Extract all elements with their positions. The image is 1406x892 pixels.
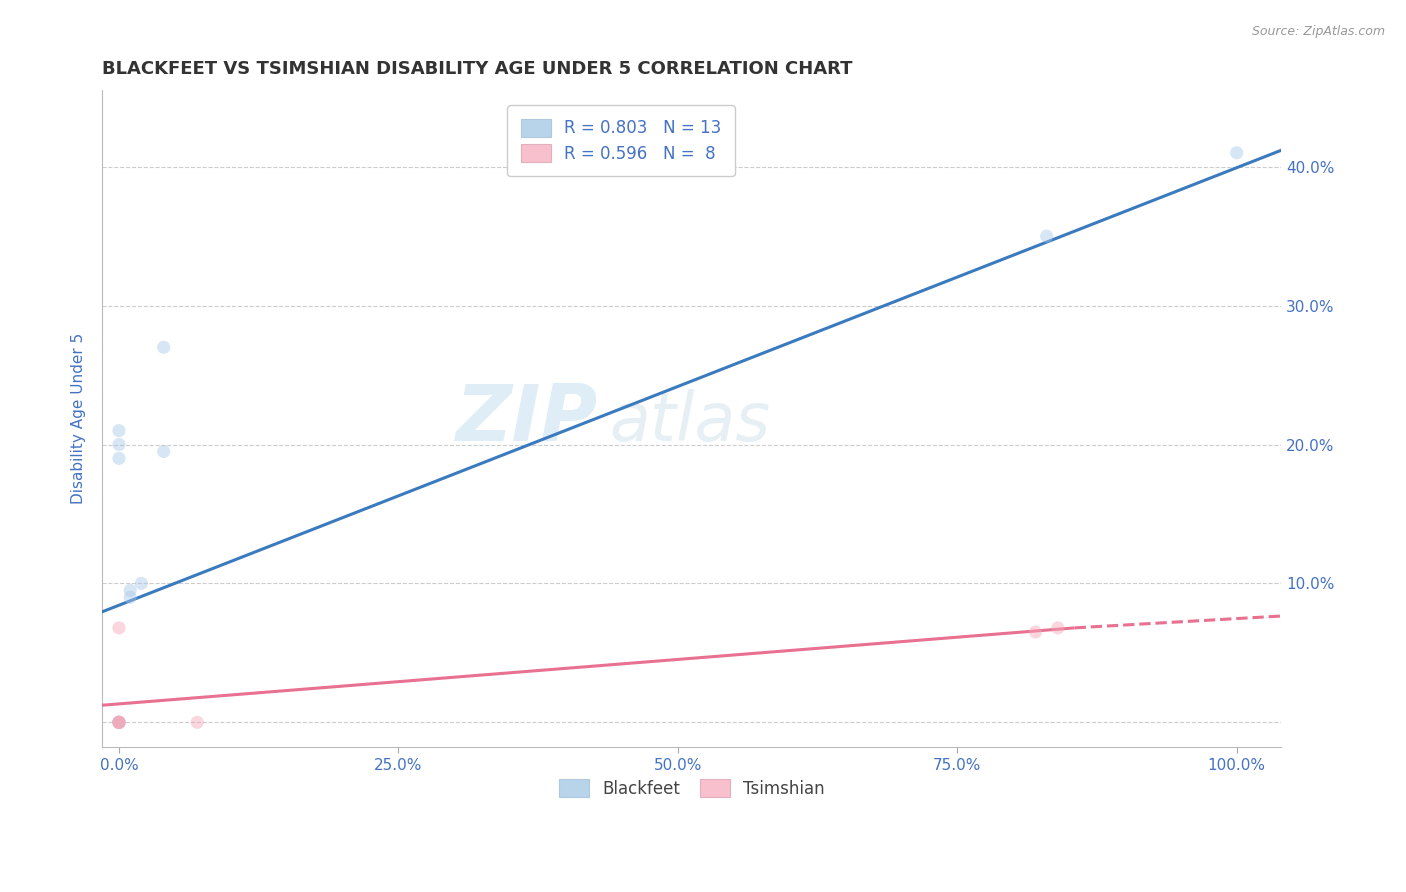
Point [152, 444, 174, 458]
Point [108, 715, 131, 730]
Point [108, 437, 131, 451]
Point [108, 715, 131, 730]
Point [120, 591, 142, 605]
Point [108, 451, 131, 466]
Point [1024, 625, 1046, 640]
Legend: Blackfeet, Tsimshian: Blackfeet, Tsimshian [546, 766, 838, 812]
Text: Source: ZipAtlas.com: Source: ZipAtlas.com [1251, 25, 1385, 38]
Point [108, 715, 131, 730]
Text: ZIP: ZIP [456, 381, 598, 457]
Point [186, 715, 208, 730]
Point [152, 340, 174, 354]
Point [1046, 621, 1069, 635]
Point [108, 621, 131, 635]
Point [108, 715, 131, 730]
Point [120, 583, 142, 598]
Point [1035, 229, 1057, 244]
Y-axis label: Disability Age Under 5: Disability Age Under 5 [72, 334, 86, 505]
Point [108, 715, 131, 730]
Point [108, 424, 131, 438]
Point [108, 715, 131, 730]
Text: BLACKFEET VS TSIMSHIAN DISABILITY AGE UNDER 5 CORRELATION CHART: BLACKFEET VS TSIMSHIAN DISABILITY AGE UN… [103, 60, 852, 78]
Text: atlas: atlas [609, 389, 770, 455]
Point [108, 715, 131, 730]
Point [131, 576, 153, 591]
Point [1226, 145, 1249, 160]
